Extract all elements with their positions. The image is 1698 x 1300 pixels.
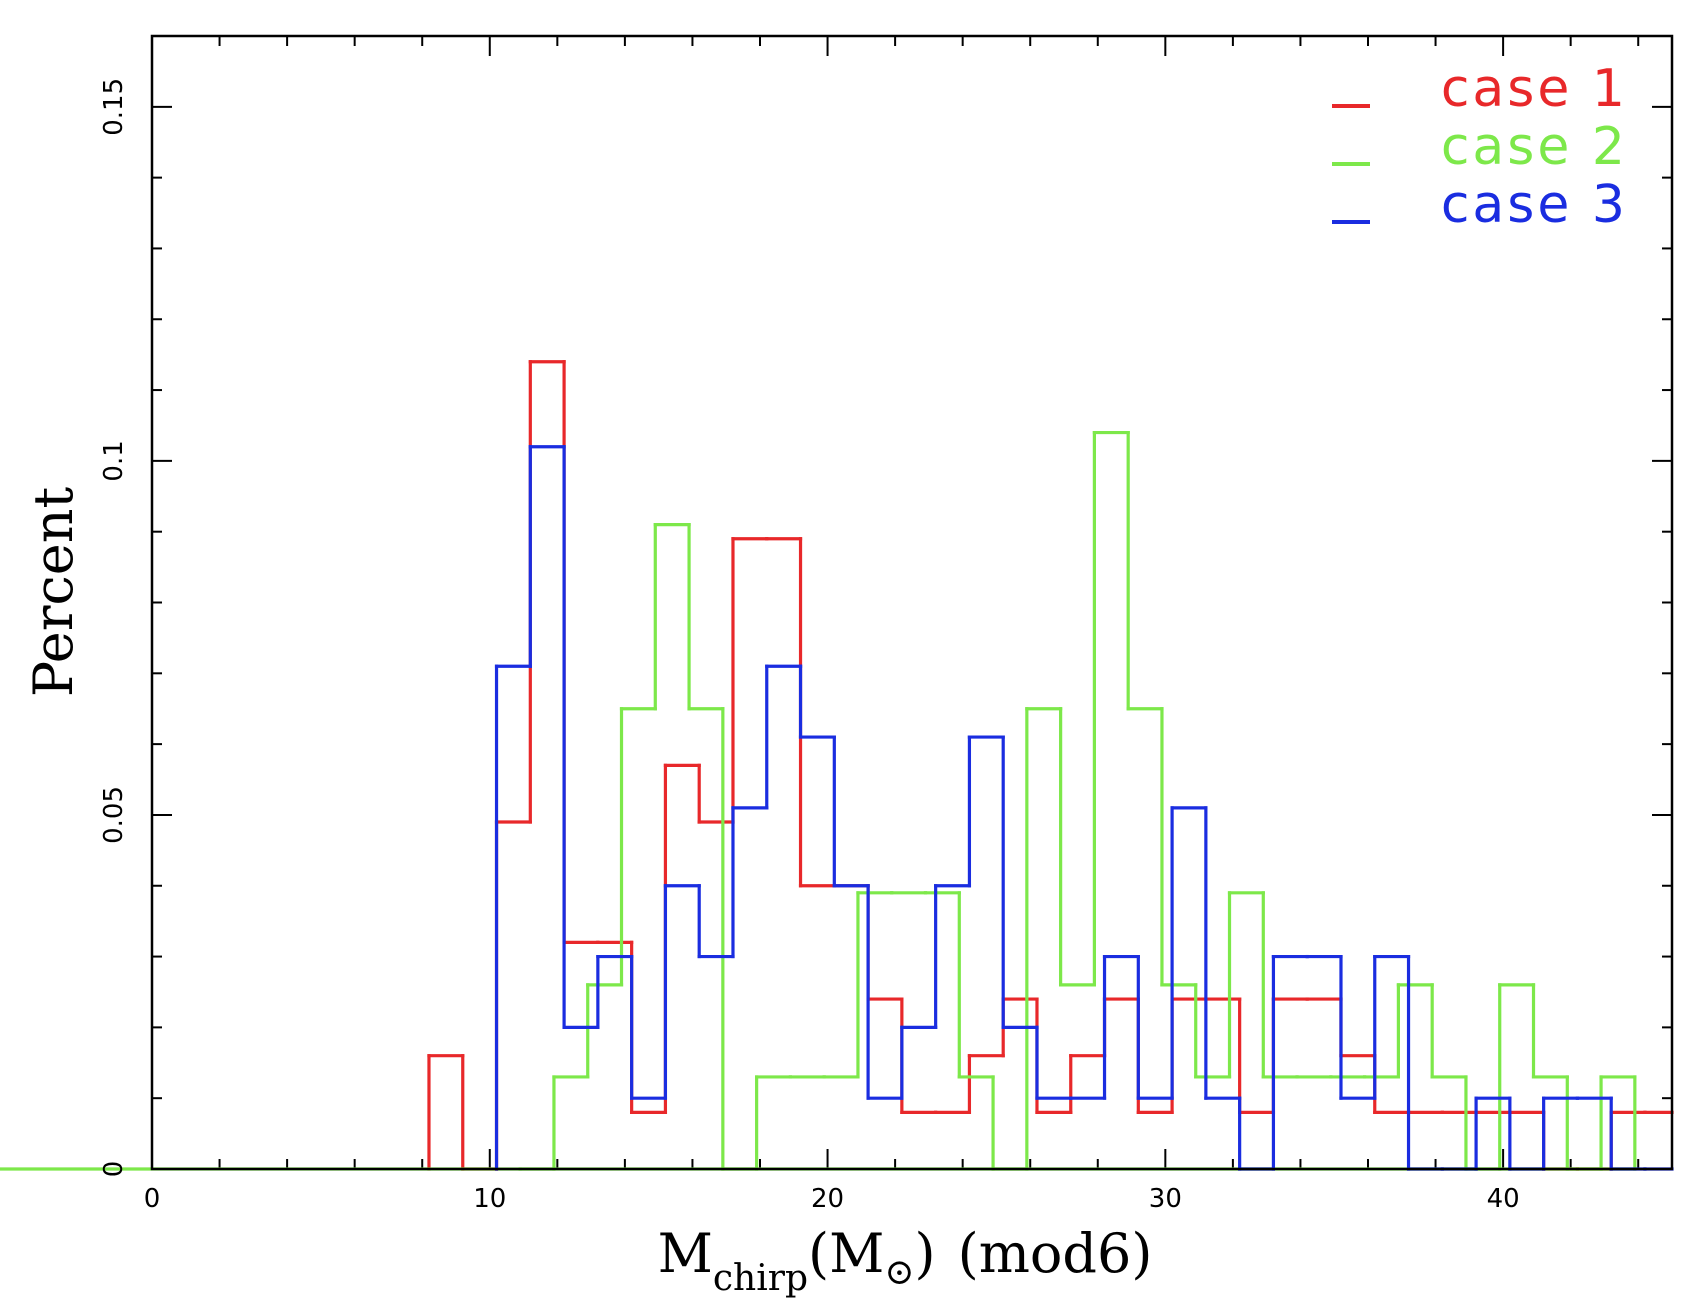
series-2	[0, 430, 1637, 1171]
x-axis-title-main: M	[658, 1222, 713, 1285]
x-tick-label: 0	[144, 1184, 161, 1214]
x-tick-label: 40	[1487, 1184, 1520, 1214]
y-tick-label: 0	[99, 1161, 129, 1178]
y-tick-label: 0.1	[99, 440, 129, 481]
tick-labels: 0 10 20 30 40 0 0.05 0.1 0.15	[99, 78, 1520, 1214]
plot-frame	[150, 34, 1674, 1171]
x-axis-title-sun-symbol: ⊙	[884, 1252, 914, 1293]
legend-label-2: case 2	[1441, 117, 1628, 177]
x-axis-title-suffix: (mod6)	[958, 1222, 1153, 1285]
legend-label-3: case 3	[1441, 175, 1628, 235]
x-axis-title: Mchirp(M⊙) (mod6)	[658, 1222, 1153, 1299]
series-3	[494, 445, 1674, 1171]
y-axis-title: Percent	[22, 487, 85, 698]
x-axis-title-subscript: chirp	[713, 1258, 808, 1299]
legend-label-1: case 1	[1441, 59, 1628, 119]
series-1	[427, 360, 1674, 1171]
y-tick-label: 0.05	[99, 786, 129, 844]
x-axis-title-unit-open: (M	[808, 1222, 884, 1285]
series-layer	[0, 360, 1674, 1171]
y-tick-label: 0.15	[99, 78, 129, 136]
x-tick-label: 30	[1149, 1184, 1182, 1214]
x-tick-label: 20	[811, 1184, 844, 1214]
x-tick-label: 10	[473, 1184, 506, 1214]
x-axis-title-unit-close: )	[915, 1222, 936, 1285]
